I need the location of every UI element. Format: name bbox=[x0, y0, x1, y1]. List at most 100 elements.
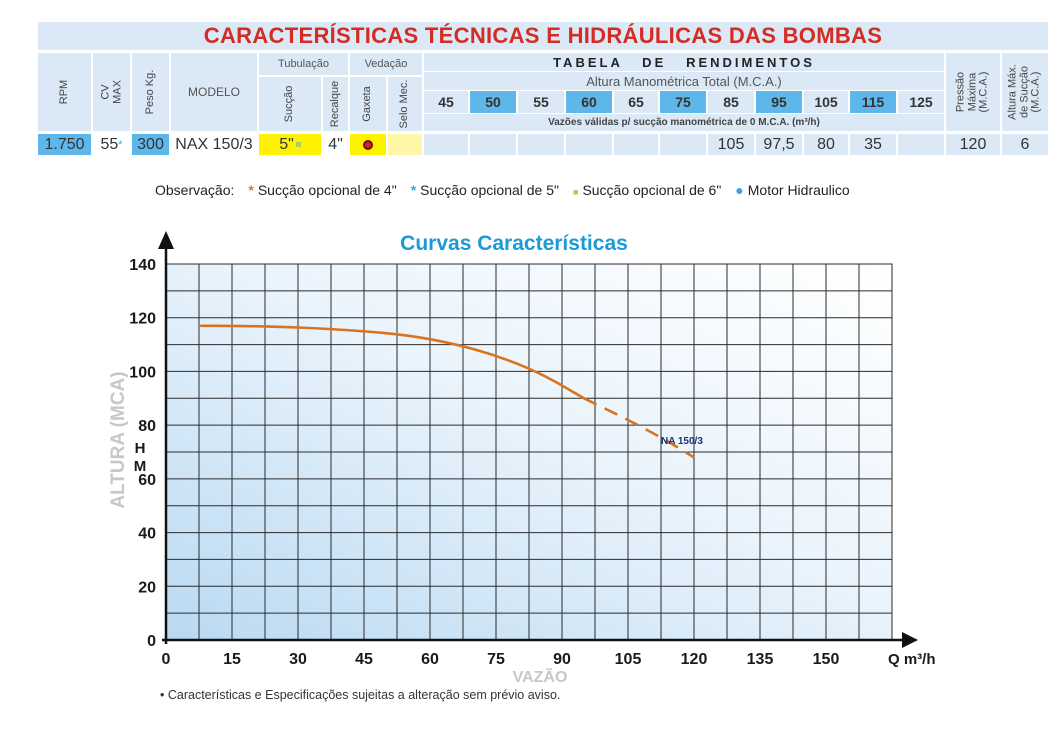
cell-peso: 300 bbox=[132, 134, 169, 155]
header-pressao-maxima-text: Pressão Máxima (M.C.A.) bbox=[954, 71, 990, 113]
chart-title: Curvas Características bbox=[400, 232, 628, 255]
header-selo-mec: Selo Mec. bbox=[388, 77, 422, 131]
header-recalque: Recalque bbox=[323, 77, 348, 131]
flow-cell bbox=[660, 134, 706, 155]
cell-modelo: NAX 150/3 bbox=[171, 134, 257, 155]
observation-label: Observação: bbox=[155, 182, 235, 198]
x-tick-label: 15 bbox=[223, 651, 241, 668]
height-cell: 75 bbox=[660, 91, 706, 113]
cell-pressao-maxima: 120 bbox=[946, 134, 1000, 155]
gaxeta-marker bbox=[363, 139, 373, 150]
x-tick-label: 150 bbox=[813, 651, 840, 668]
header-rpm: RPM bbox=[38, 53, 91, 131]
height-cell: 60 bbox=[566, 91, 612, 113]
header-altura-max-succao: Altura Máx. de Sucção (M.C.A.) bbox=[1002, 53, 1048, 131]
header-peso: Peso Kg. bbox=[132, 53, 169, 131]
flow-cell bbox=[470, 134, 516, 155]
y-unit-label: H bbox=[135, 440, 146, 457]
x-tick-label: 45 bbox=[355, 651, 373, 668]
header-rpm-text: RPM bbox=[57, 79, 70, 105]
height-cell: 45 bbox=[424, 91, 468, 113]
succao-option-marker bbox=[295, 142, 301, 147]
x-unit-label: Q m³/h bbox=[888, 651, 936, 668]
cell-altura-max-succao: 6 bbox=[1002, 134, 1048, 155]
observation-mark: * bbox=[248, 182, 254, 198]
cv-mark: * bbox=[118, 138, 123, 151]
footnote: • Características e Especificações sujei… bbox=[160, 688, 561, 702]
y-axis-title: ALTURA (MCA) bbox=[108, 371, 129, 508]
height-cell: 65 bbox=[614, 91, 658, 113]
cell-gaxeta bbox=[350, 134, 386, 155]
header-tubulacao: Tubulação bbox=[259, 53, 348, 75]
y-tick-label: 100 bbox=[129, 364, 156, 381]
observation-text: Sucção opcional de 4" bbox=[257, 182, 397, 198]
x-tick-label: 120 bbox=[681, 651, 708, 668]
header-cv-max: CV MAX bbox=[93, 53, 130, 131]
observation-item: * Sucção opcional de 4" bbox=[248, 182, 396, 198]
flow-cell: 97,5 bbox=[756, 134, 802, 155]
x-tick-label: 60 bbox=[421, 651, 439, 668]
header-altura-manometrica: Altura Manométrica Total (M.C.A.) bbox=[424, 72, 944, 90]
header-recalque-text: Recalque bbox=[328, 80, 341, 128]
header-gaxeta-text: Gaxeta bbox=[361, 86, 374, 122]
y-tick-label: 0 bbox=[147, 633, 156, 650]
header-vazoes-validas: Vazões válidas p/ sucção manométrica de … bbox=[424, 114, 944, 131]
flow-cell: 35 bbox=[850, 134, 896, 155]
observation-item: ■ Sucção opcional de 6" bbox=[573, 182, 721, 198]
series-curve-dashed bbox=[583, 397, 695, 459]
header-cv-max-text: CV MAX bbox=[98, 80, 123, 104]
flow-cell: 80 bbox=[804, 134, 848, 155]
series-curve-solid bbox=[199, 324, 586, 400]
x-axis-arrow bbox=[902, 632, 918, 648]
cell-selo-mec bbox=[388, 134, 422, 155]
cell-rpm: 1.750 bbox=[38, 134, 91, 155]
height-cell: 105 bbox=[804, 91, 848, 113]
flow-cell: 105 bbox=[708, 134, 754, 155]
x-tick-label: 135 bbox=[747, 651, 774, 668]
cell-recalque: 4" bbox=[323, 134, 348, 155]
header-succao: Sucção bbox=[259, 77, 321, 131]
observation-item: ● Motor Hidraulico bbox=[735, 182, 849, 198]
flow-cell bbox=[566, 134, 612, 155]
height-cell: 85 bbox=[708, 91, 754, 113]
y-unit-label: M bbox=[134, 458, 147, 475]
y-tick-label: 140 bbox=[129, 257, 156, 274]
y-tick-label: 20 bbox=[138, 579, 156, 596]
y-tick-label: 40 bbox=[138, 526, 156, 543]
flow-cell bbox=[898, 134, 944, 155]
header-altura-max-succao-text: Altura Máx. de Sucção (M.C.A.) bbox=[1006, 64, 1042, 120]
observation-legend: Observação: * Sucção opcional de 4" * Sucçã… bbox=[155, 182, 850, 198]
header-selo-mec-text: Selo Mec. bbox=[398, 79, 411, 129]
height-cell: 55 bbox=[518, 91, 564, 113]
cell-succao: 5" bbox=[259, 134, 321, 155]
flow-cell bbox=[518, 134, 564, 155]
height-cell: 95 bbox=[756, 91, 802, 113]
flow-cell bbox=[424, 134, 468, 155]
y-tick-label: 80 bbox=[138, 418, 156, 435]
header-modelo: MODELO bbox=[171, 53, 257, 131]
x-tick-label: 90 bbox=[553, 651, 571, 668]
height-cell: 125 bbox=[898, 91, 944, 113]
observation-item: * Sucção opcional de 5" bbox=[411, 182, 559, 198]
x-tick-label: 0 bbox=[162, 651, 171, 668]
observation-text: Sucção opcional de 6" bbox=[582, 182, 722, 198]
page-title: CARACTERÍSTICAS TÉCNICAS E HIDRÁULICAS D… bbox=[38, 22, 1048, 50]
x-tick-label: 75 bbox=[487, 651, 505, 668]
cv-value: 55 bbox=[100, 135, 119, 153]
header-tabela-rendimentos: TABELA DE RENDIMENTOS bbox=[424, 53, 944, 71]
header-vedacao: Vedação bbox=[350, 53, 422, 75]
header-succao-text: Sucção bbox=[283, 85, 296, 123]
y-tick-label: 120 bbox=[129, 311, 156, 328]
header-peso-text: Peso Kg. bbox=[143, 69, 156, 115]
y-tick-label: 60 bbox=[138, 472, 156, 489]
height-cell: 115 bbox=[850, 91, 896, 113]
observation-text: Motor Hidraulico bbox=[747, 182, 850, 198]
header-gaxeta: Gaxeta bbox=[350, 77, 386, 131]
cell-cv: 55 * bbox=[93, 134, 130, 155]
flow-cell bbox=[614, 134, 658, 155]
x-axis-title: VAZÃO bbox=[513, 666, 568, 686]
observation-text: Sucção opcional de 5" bbox=[420, 182, 559, 198]
succao-value: 5" bbox=[279, 135, 294, 153]
observation-mark: * bbox=[410, 182, 417, 198]
header-pressao-maxima: Pressão Máxima (M.C.A.) bbox=[946, 53, 1000, 131]
